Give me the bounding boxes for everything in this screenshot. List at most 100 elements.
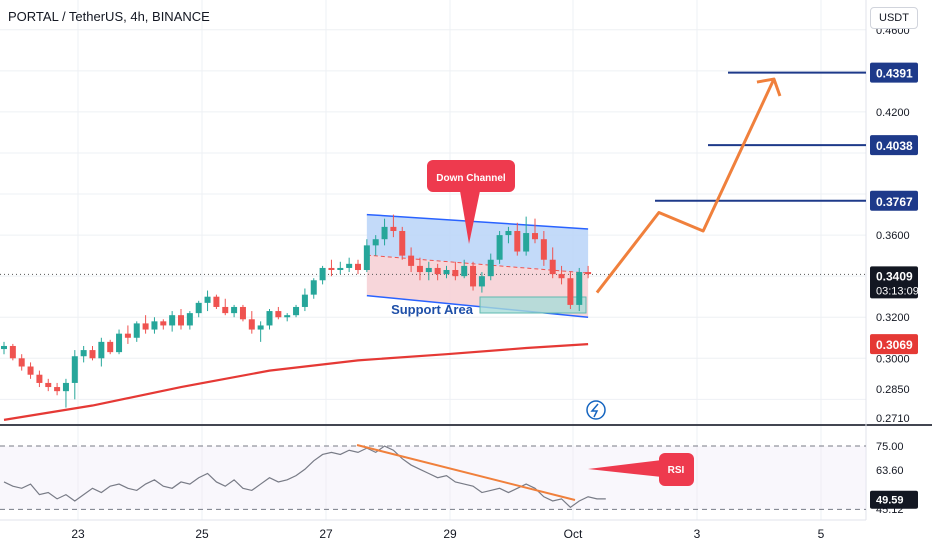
candle xyxy=(169,315,176,326)
candle xyxy=(328,267,335,271)
candle xyxy=(505,230,512,236)
candle xyxy=(346,263,353,268)
rsi-callout-label: RSI xyxy=(668,465,685,476)
candle xyxy=(195,302,202,314)
candle xyxy=(478,276,485,287)
ma-price-label: 0.3069 xyxy=(876,338,913,352)
candle xyxy=(293,306,300,316)
currency-selector[interactable]: USDT xyxy=(870,7,918,29)
y-tick-label: 0.2850 xyxy=(876,384,910,396)
candle xyxy=(27,366,34,375)
channel-upper-line xyxy=(366,213,589,230)
candle xyxy=(452,270,459,277)
candle xyxy=(558,274,565,279)
candle xyxy=(239,306,246,320)
channel-upper-fill xyxy=(366,214,589,274)
moving-average-line xyxy=(3,343,589,421)
candle xyxy=(416,265,423,273)
candle xyxy=(98,341,105,359)
candle xyxy=(576,272,583,305)
candle xyxy=(18,358,25,367)
x-tick-label: 25 xyxy=(195,527,209,541)
candle xyxy=(54,387,61,392)
candle xyxy=(89,350,96,359)
rsi-mid-label: 49.59 xyxy=(876,495,904,507)
x-tick-label: 5 xyxy=(818,527,825,541)
x-tick-label: 29 xyxy=(443,527,457,541)
candle xyxy=(496,235,503,260)
candle xyxy=(549,259,556,275)
candle xyxy=(523,233,530,252)
rsi-callout-pointer xyxy=(588,460,662,477)
rsi-divergence-line xyxy=(356,444,576,501)
candle xyxy=(284,315,291,318)
candle xyxy=(425,267,432,273)
y-tick-label: 0.3000 xyxy=(876,353,910,365)
projection-arrow xyxy=(595,78,776,294)
y-tick-label: 0.2710 xyxy=(876,413,910,425)
candle xyxy=(514,230,521,252)
candle xyxy=(310,280,317,295)
candle xyxy=(470,265,477,287)
target-price-label: 0.3767 xyxy=(876,195,913,209)
candle xyxy=(319,267,326,281)
candle xyxy=(107,341,114,353)
target-price-badge xyxy=(870,62,918,83)
rsi-callout xyxy=(659,453,694,486)
candle xyxy=(204,296,211,303)
candle xyxy=(36,374,43,383)
candle xyxy=(399,230,406,256)
candle xyxy=(408,255,415,266)
candle xyxy=(461,265,468,277)
candle xyxy=(133,323,140,338)
arrow-head xyxy=(756,77,782,97)
last-price-label: 0.3409 xyxy=(876,269,913,283)
candle xyxy=(222,306,229,314)
candle xyxy=(532,233,538,240)
candle xyxy=(337,267,344,271)
rsi-tick-label: 75.00 xyxy=(876,441,904,453)
candle xyxy=(62,382,69,392)
rsi-line xyxy=(3,445,606,509)
candle xyxy=(71,356,78,383)
down-channel-label: Down Channel xyxy=(436,173,506,184)
target-price-badge xyxy=(870,135,918,156)
candle xyxy=(142,323,149,330)
candle xyxy=(1,345,7,350)
chart-title: PORTAL / TetherUS, 4h, BINANCE xyxy=(8,9,210,24)
candle xyxy=(80,350,87,357)
candle xyxy=(390,226,397,231)
rsi-last-label: 63.60 xyxy=(876,465,904,477)
candle xyxy=(275,311,282,318)
rsi-band xyxy=(0,446,866,510)
candle xyxy=(45,382,52,388)
candle xyxy=(160,321,167,326)
down-channel-callout xyxy=(427,160,515,192)
candle xyxy=(231,306,238,314)
candle xyxy=(567,278,574,305)
y-tick-label: 0.3200 xyxy=(876,312,910,324)
rsi-value-badge xyxy=(870,461,918,480)
x-tick-label: 27 xyxy=(319,527,333,541)
candle xyxy=(116,333,123,353)
x-tick-label: Oct xyxy=(564,527,583,541)
lightning-icon-ring xyxy=(586,400,606,420)
countdown-label: 03:13:09 xyxy=(876,285,919,297)
lightning-icon xyxy=(586,400,606,420)
target-price-label: 0.4391 xyxy=(876,67,913,81)
candle xyxy=(434,267,441,275)
candle xyxy=(372,239,379,246)
candle xyxy=(301,294,308,307)
y-tick-label: 0.4200 xyxy=(876,107,910,119)
candle xyxy=(363,245,370,271)
y-tick-label: 0.3600 xyxy=(876,230,910,242)
candle xyxy=(178,315,184,326)
candle xyxy=(151,321,158,330)
down-channel-pointer xyxy=(460,191,480,244)
candle xyxy=(213,296,220,307)
rsi-mid-badge xyxy=(870,490,918,509)
candle xyxy=(540,239,547,260)
last-price-badge xyxy=(870,266,918,299)
